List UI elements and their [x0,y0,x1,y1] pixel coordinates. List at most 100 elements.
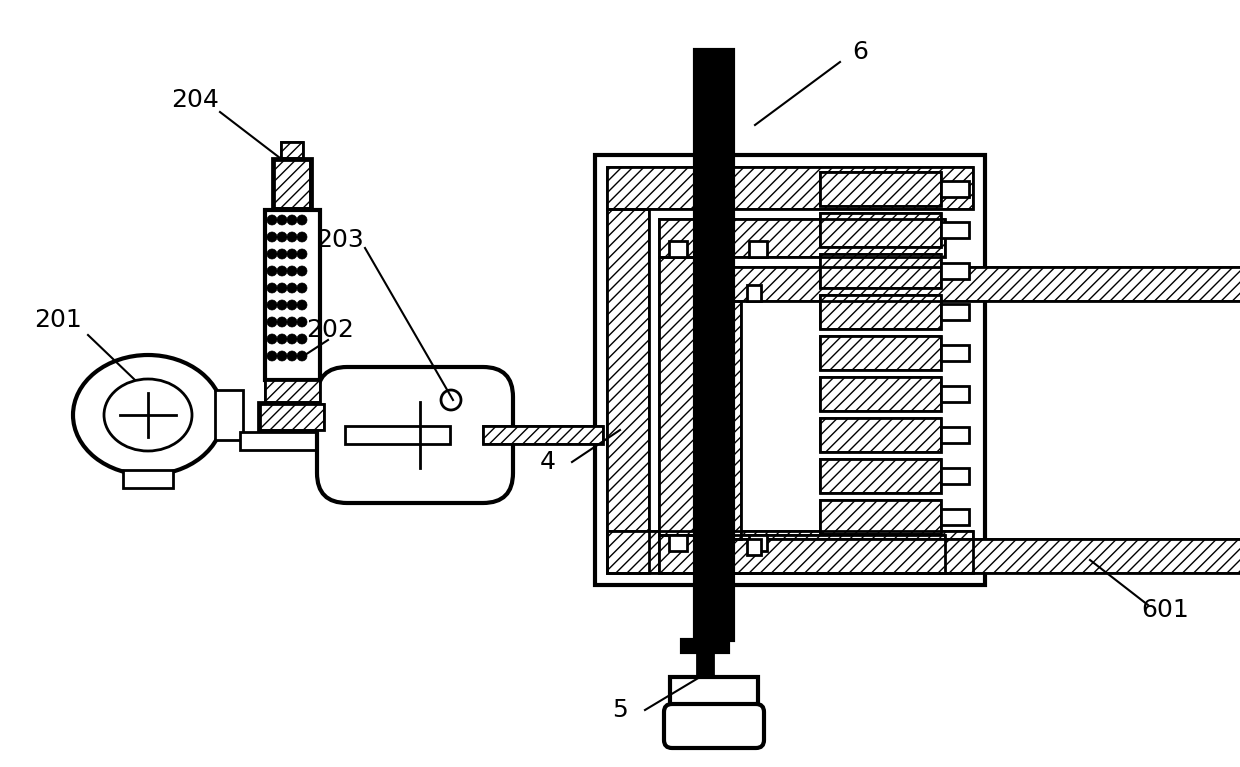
Text: 6: 6 [852,40,868,64]
Circle shape [267,215,277,225]
Bar [608,531,973,573]
Bar [941,509,968,525]
Bar [941,427,968,443]
Bar [258,402,326,432]
Bar [260,404,324,430]
Circle shape [286,300,298,310]
Bar [820,213,941,247]
Bar [345,426,450,444]
Bar [274,160,310,208]
Circle shape [286,351,298,361]
Bar [941,304,968,320]
Circle shape [267,283,277,293]
Bar [707,267,1240,301]
Bar [709,241,727,257]
Circle shape [286,215,298,225]
Circle shape [298,300,308,310]
Text: 201: 201 [35,308,82,332]
Bar [820,418,941,452]
Bar [941,263,968,279]
Bar [820,295,941,329]
Ellipse shape [104,379,192,451]
Text: 5: 5 [613,698,627,722]
Bar [820,418,941,452]
Circle shape [267,266,277,276]
Bar [697,652,713,677]
Bar [274,160,310,208]
Bar [670,677,758,727]
Bar [941,468,968,484]
Circle shape [277,283,286,293]
Circle shape [277,334,286,344]
Bar [215,390,243,440]
Circle shape [277,317,286,327]
Circle shape [441,390,461,410]
Bar [707,301,742,539]
Bar [749,241,768,257]
Bar [608,209,649,573]
Bar [123,470,174,488]
Bar [265,380,320,402]
Circle shape [286,283,298,293]
Circle shape [267,249,277,259]
Bar [820,377,941,411]
Bar [941,386,968,402]
Bar [820,213,941,247]
Circle shape [267,300,277,310]
Circle shape [286,266,298,276]
Bar [608,167,973,209]
Bar [272,158,312,210]
Bar [712,539,725,555]
Bar [820,295,941,329]
Circle shape [267,317,277,327]
Bar [595,155,985,585]
Bar [694,50,733,640]
Bar [707,539,1240,573]
Circle shape [277,300,286,310]
Circle shape [298,334,308,344]
Bar [281,142,303,158]
Circle shape [277,249,286,259]
Bar [707,267,1240,301]
Circle shape [286,334,298,344]
Circle shape [298,215,308,225]
Bar [820,377,941,411]
Text: 4: 4 [539,450,556,474]
Bar [820,172,941,206]
Circle shape [277,351,286,361]
Bar [608,531,973,573]
Bar [707,539,1240,573]
Bar [658,257,697,535]
Circle shape [298,283,308,293]
Ellipse shape [73,355,223,475]
Bar [484,426,603,444]
Bar [345,426,450,444]
Bar [746,285,761,301]
Circle shape [298,351,308,361]
Bar [712,285,725,301]
Bar [709,535,727,551]
FancyBboxPatch shape [317,367,513,503]
Bar [265,380,320,402]
Bar [820,254,941,288]
FancyBboxPatch shape [663,704,764,748]
Circle shape [286,249,298,259]
Text: 203: 203 [316,228,363,252]
Bar [658,219,945,257]
Bar [484,426,603,444]
Bar [658,219,945,257]
Circle shape [298,232,308,242]
Bar [749,535,768,551]
Bar [941,181,968,197]
Circle shape [286,317,298,327]
Bar [820,500,941,534]
Bar [820,459,941,493]
Text: 204: 204 [171,88,219,112]
Circle shape [298,317,308,327]
Bar [670,535,687,551]
Bar [658,535,945,573]
Bar [658,257,697,535]
Bar [746,539,761,555]
Bar [820,336,941,370]
Bar [682,640,728,652]
